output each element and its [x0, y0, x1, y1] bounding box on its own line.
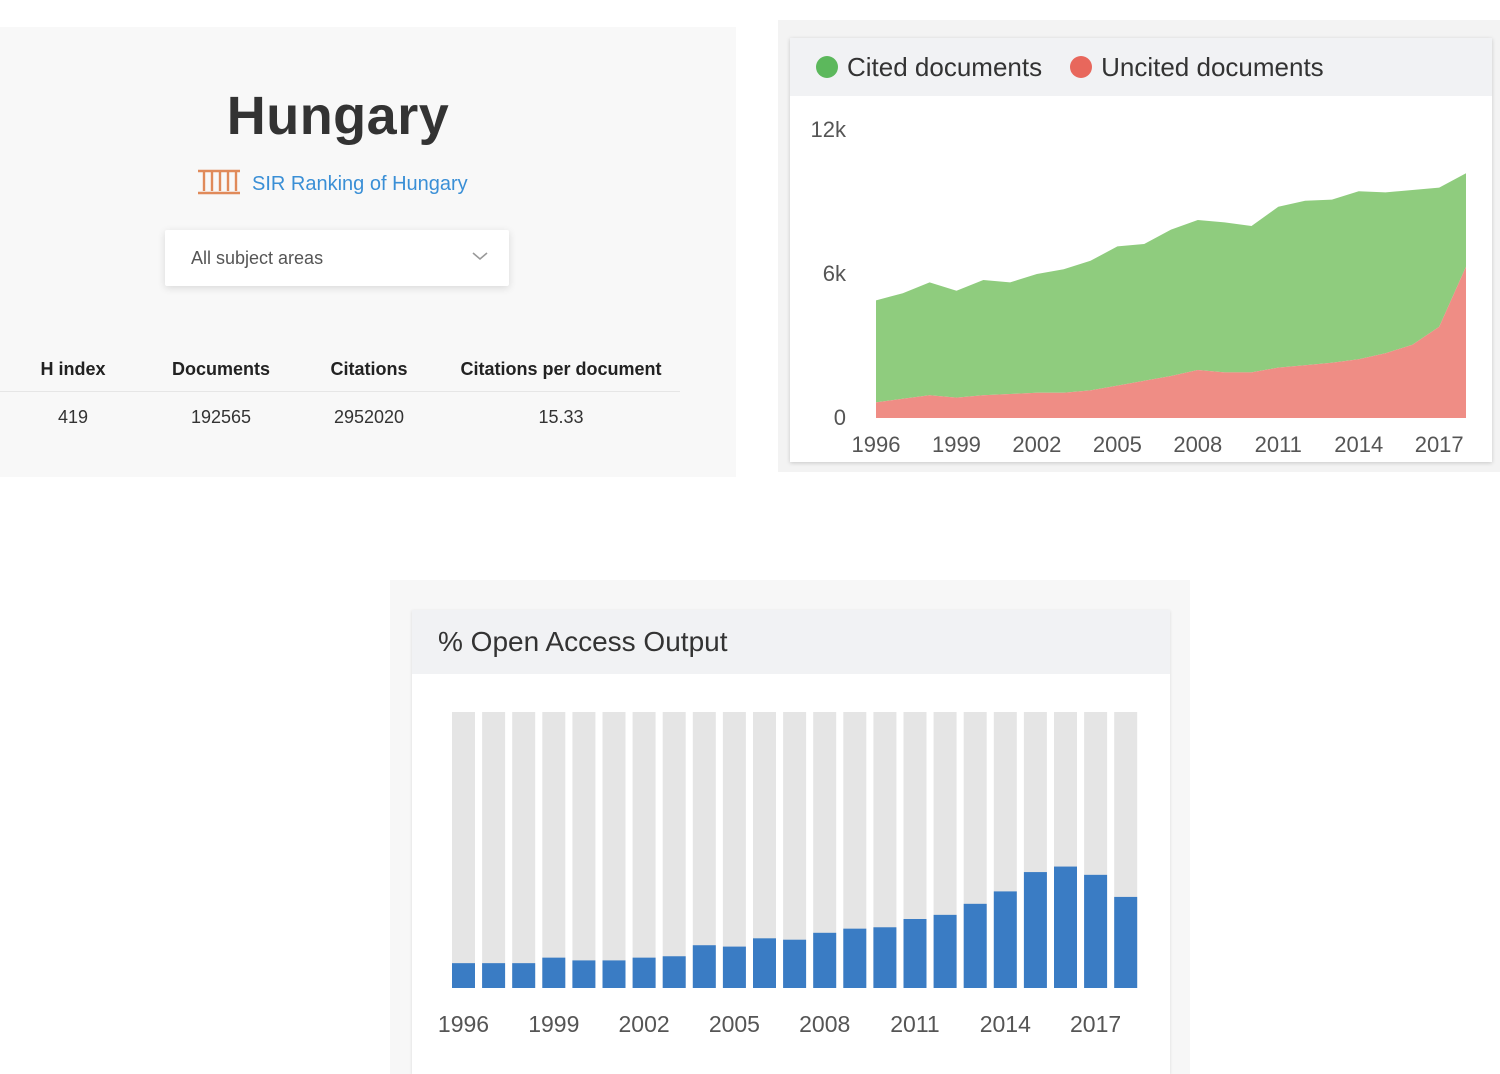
chevron-down-icon — [471, 249, 489, 267]
x-tick-label: 2005 — [1093, 432, 1142, 457]
oa-bar — [722, 946, 746, 988]
oa-bar-track — [512, 712, 536, 988]
oa-bar — [783, 939, 807, 988]
legend-label-uncited: Uncited documents — [1101, 51, 1324, 82]
sir-ranking-link-label: SIR Ranking of Hungary — [252, 172, 468, 195]
area-cited-documents — [876, 173, 1466, 403]
y-tick-label: 12k — [811, 117, 847, 142]
oa-bar-track — [602, 712, 626, 988]
oa-bar-track — [572, 712, 596, 988]
oa-bar — [1084, 874, 1108, 988]
oa-bar — [843, 928, 867, 988]
oa-bar-track — [843, 712, 867, 988]
x-tick-label: 2014 — [980, 1011, 1031, 1037]
columns-building-icon — [196, 168, 242, 201]
x-tick-label: 1999 — [528, 1011, 579, 1037]
value-citations: 2952020 — [333, 406, 405, 427]
oa-bar — [813, 932, 837, 988]
header-documents: Documents — [171, 358, 270, 379]
stats-header-row: H index Documents Citations Citations pe… — [0, 347, 680, 392]
oa-bar — [903, 919, 927, 988]
oa-bar — [1114, 896, 1138, 988]
oa-bar — [482, 963, 506, 988]
open-access-card: % Open Access Output 1996 1999 2002 2005 200… — [390, 580, 1190, 1074]
y-tick-label: 0 — [834, 405, 846, 430]
x-tick-label: 2008 — [1173, 432, 1222, 457]
value-citations-per-document: 15.33 — [538, 406, 584, 427]
oa-bar-track — [662, 712, 686, 988]
x-tick-label: 1996 — [852, 432, 901, 457]
oa-bar — [542, 957, 566, 988]
y-tick-label: 6k — [823, 261, 847, 286]
open-access-header: % Open Access Output — [412, 610, 1170, 674]
x-tick-label: 2017 — [1070, 1011, 1121, 1037]
oa-bar — [963, 903, 987, 988]
open-access-bar-chart: 1996 1999 2002 2005 2008 2011 2014 2017 — [438, 712, 1138, 1037]
open-access-chart-container: % Open Access Output 1996 1999 2002 2005 200… — [412, 610, 1170, 1074]
oa-bar — [1054, 866, 1077, 988]
oa-bar-track — [873, 712, 897, 988]
oa-bar-track — [692, 712, 716, 988]
oa-bar-track — [783, 712, 807, 988]
oa-bar — [873, 927, 897, 988]
legend-uncited-documents[interactable]: Uncited documents — [1070, 52, 1324, 83]
oa-bar-track — [813, 712, 837, 988]
x-tick-label: 1999 — [932, 432, 981, 457]
chart-legend: Cited documents Uncited documents — [790, 38, 1492, 96]
oa-bar-track — [482, 712, 506, 988]
oa-bar — [572, 960, 596, 988]
x-tick-label: 2008 — [799, 1011, 850, 1037]
oa-bar-track — [452, 712, 475, 988]
page-title: Hungary — [226, 86, 450, 146]
x-tick-label: 2002 — [619, 1011, 670, 1037]
legend-cited-documents[interactable]: Cited documents — [816, 52, 1042, 83]
oa-bar — [602, 960, 626, 988]
cited-documents-area-chart: 0 6k 12k 1996 1999 2002 2005 2008 2011 2014 2017 — [811, 117, 1466, 457]
stats-value-row: 419 192565 2952020 15.33 — [0, 392, 680, 442]
cited-documents-card: Cited documents Uncited documents 0 6k 12k… — [778, 20, 1500, 472]
area-uncited-documents — [876, 266, 1466, 418]
subject-area-dropdown[interactable]: All subject areas — [165, 230, 509, 286]
sir-ranking-link[interactable]: SIR Ranking of Hungary — [196, 167, 468, 201]
header-h-index: H index — [40, 358, 106, 379]
oa-bar-track — [632, 712, 656, 988]
x-tick-label: 2002 — [1012, 432, 1061, 457]
country-stats-table: H index Documents Citations Citations pe… — [0, 347, 680, 442]
value-documents: 192565 — [190, 406, 252, 427]
oa-bar — [452, 963, 475, 988]
legend-label-cited: Cited documents — [847, 51, 1043, 82]
country-summary-panel: Hungary SIR Ranking of Hungary All subje… — [0, 27, 736, 477]
x-tick-label: 1996 — [438, 1011, 489, 1037]
x-tick-label: 2005 — [709, 1011, 760, 1037]
value-h-index: 419 — [57, 406, 89, 427]
x-tick-label: 2014 — [1334, 432, 1383, 457]
header-citations-per-document: Citations per document — [460, 358, 662, 379]
x-tick-label: 2011 — [1255, 432, 1302, 457]
oa-bar — [1023, 872, 1047, 988]
oa-bar-track — [722, 712, 746, 988]
oa-bar — [933, 914, 957, 988]
header-citations: Citations — [330, 358, 408, 379]
oa-bar — [692, 945, 716, 988]
oa-bar — [993, 891, 1017, 988]
oa-bar — [512, 963, 536, 988]
oa-bar — [753, 938, 776, 988]
legend-dot-uncited — [1070, 56, 1093, 78]
oa-bar — [662, 956, 686, 988]
oa-bar — [632, 957, 656, 988]
cited-documents-chart-container: Cited documents Uncited documents 0 6k 12k… — [790, 38, 1492, 462]
oa-bar-track — [753, 712, 776, 988]
legend-dot-cited — [816, 56, 838, 78]
subject-area-selected: All subject areas — [191, 247, 324, 268]
oa-bar-track — [542, 712, 566, 988]
x-tick-label: 2011 — [890, 1011, 939, 1037]
x-tick-label: 2017 — [1415, 432, 1464, 457]
open-access-title: % Open Access Output — [438, 626, 728, 657]
